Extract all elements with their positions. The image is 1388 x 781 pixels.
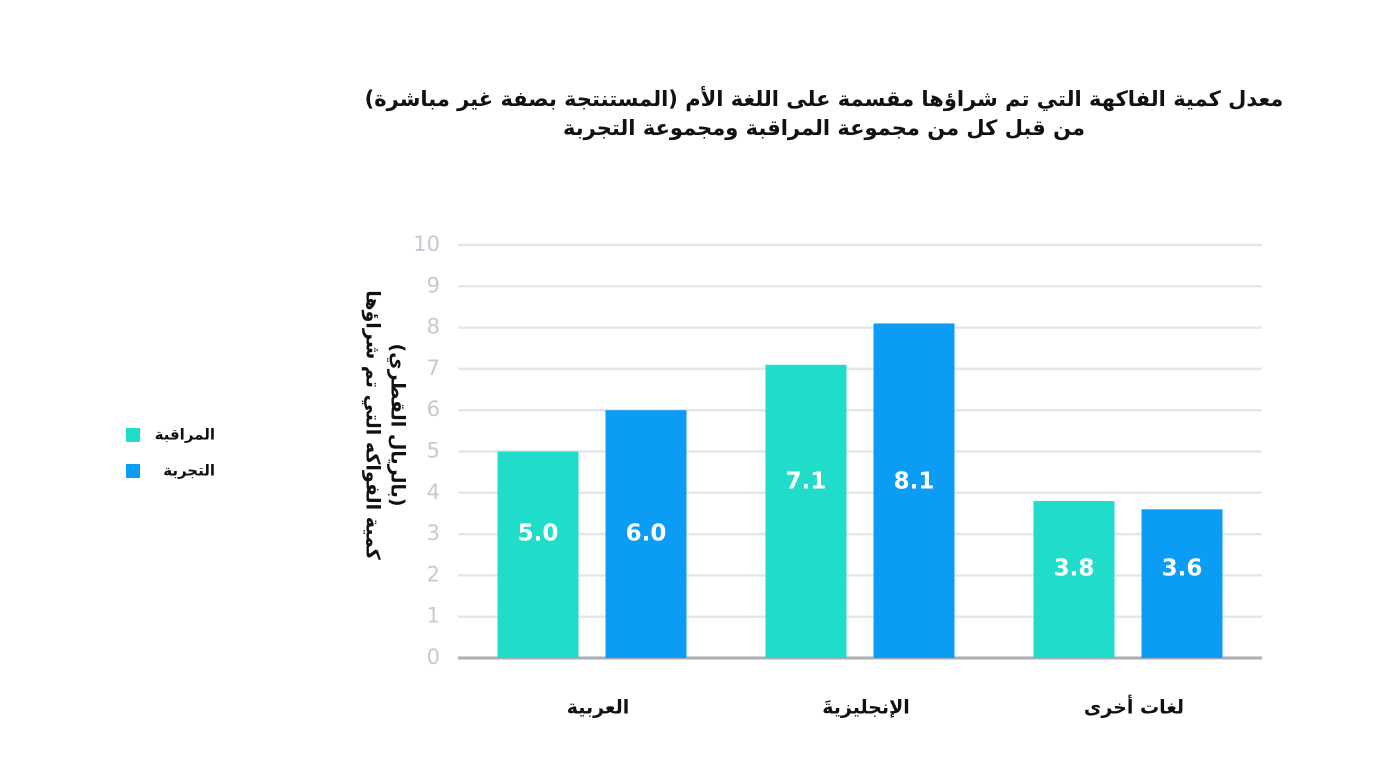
value-label: 5.0 <box>518 521 559 547</box>
y-tick-label: 3 <box>427 521 440 545</box>
bar <box>1141 509 1223 658</box>
y-tick-label: 1 <box>427 604 440 628</box>
y-axis-label-line: (بالريال القطري) <box>386 343 409 506</box>
bar <box>605 410 687 658</box>
y-tick-label: 5 <box>427 439 440 463</box>
value-label: 7.1 <box>786 469 827 495</box>
y-tick-label: 7 <box>427 356 440 380</box>
value-label: 6.0 <box>626 521 667 547</box>
legend-label: التجربة <box>163 462 215 480</box>
bar <box>1033 501 1115 658</box>
value-label: 3.8 <box>1054 555 1095 581</box>
x-tick-label: العربية <box>567 697 630 719</box>
legend-swatch <box>126 464 140 478</box>
x-tick-label: لغات أخرى <box>1084 695 1184 719</box>
y-tick-label: 8 <box>427 315 440 339</box>
bar <box>497 451 579 658</box>
chart-title: معدل كمية الفاكهة التي تم شراؤها مقسمة ع… <box>365 85 1284 111</box>
y-tick-label: 10 <box>413 232 440 256</box>
y-tick-label: 9 <box>427 273 440 297</box>
y-tick-label: 0 <box>427 645 440 669</box>
legend-swatch <box>126 428 140 442</box>
value-label: 3.6 <box>1162 555 1203 581</box>
y-axis-label: كمية الفواكه التي تم شراؤها (بالريال الق… <box>362 290 409 561</box>
y-tick-label: 6 <box>427 397 440 421</box>
bar <box>765 364 847 658</box>
value-label: 8.1 <box>894 469 935 495</box>
x-tick-label: الإنجليزيةَ <box>822 697 909 719</box>
y-axis-label-line: كمية الفواكه التي تم شراؤها <box>362 290 384 561</box>
bar <box>873 323 955 658</box>
y-tick-label: 4 <box>427 480 440 504</box>
legend-label: المراقبة <box>155 426 215 444</box>
y-tick-label: 2 <box>427 562 440 586</box>
chart-title: من قبل كل من مجموعة المراقبة ومجموعة الت… <box>563 116 1085 140</box>
